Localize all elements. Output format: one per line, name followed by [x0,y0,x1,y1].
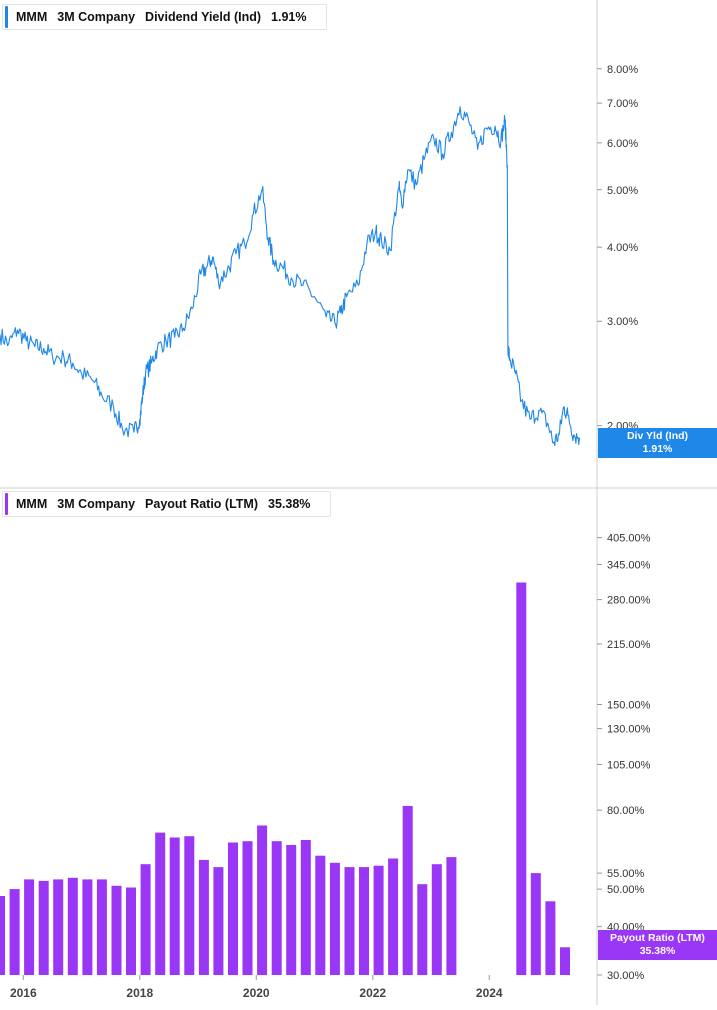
payout-ratio-bar [169,837,180,975]
y-tick-label: 215.00% [607,639,651,651]
x-tick-label: 2024 [476,986,503,1000]
y-tick-label: 345.00% [607,560,651,572]
payout-ratio-bar [300,840,311,975]
payout-ratio-bar [417,884,428,975]
legend-company: 3M Company [57,497,136,511]
payout-ratio-bar [359,867,369,975]
payout-ratio-bar [271,841,282,975]
legend-series-name: Dividend Yield (Ind) [145,10,262,24]
legend-ticker: MMM [16,10,48,24]
payout-ratio-bar [38,880,49,975]
payout-ratio-bar [82,879,93,975]
payout-ratio-bar [530,873,541,975]
x-tick-label: 2016 [10,986,37,1000]
payout-ratio-bar [373,865,384,975]
payout-ratio-bar [9,889,20,975]
payout-ratio-bar [516,582,527,975]
payout-ratio-bar [329,862,340,975]
payout-ratio-bar [126,887,136,975]
legend-last-value: 35.38% [268,497,311,511]
dividend-yield-swatch [5,6,8,28]
payout-ratio-bar [257,825,268,975]
y-tick-label: 405.00% [607,533,651,545]
payout-ratio-legend: MMM 3M Company Payout Ratio (LTM) 35.38% [2,491,332,517]
y-tick-label: 3.00% [607,316,638,328]
legend-company: 3M Company [57,10,136,24]
legend-series-name: Payout Ratio (LTM) [145,497,258,511]
y-tick-label: 4.00% [607,242,638,254]
y-tick-label: 280.00% [607,595,651,607]
badge-label: Div Yld (Ind) [626,430,689,442]
payout-ratio-bar [155,832,166,975]
badge-value: 35.38% [639,945,676,957]
dividend-yield-legend: MMM 3M Company Dividend Yield (Ind) 1.91… [2,4,328,30]
payout-ratio-bar [242,841,253,975]
y-tick-label: 130.00% [607,724,651,736]
x-tick-label: 2018 [126,986,153,1000]
payout-ratio-bar [402,806,413,975]
y-tick-label: 150.00% [607,700,651,712]
payout-ratio-bar [213,867,224,975]
payout-ratio-bar [228,842,238,975]
y-tick-label: 8.00% [607,64,638,76]
y-tick-label: 105.00% [607,759,651,771]
y-tick-label: 50.00% [607,884,645,896]
payout-ratio-bar [560,947,570,975]
payout-ratio-bar [53,879,64,975]
y-tick-label: 55.00% [607,868,645,880]
payout-ratio-bar [198,859,209,975]
payout-ratio-bar [545,901,556,975]
payout-ratio-bar [446,857,457,975]
x-tick-label: 2022 [359,986,386,1000]
payout-ratio-bar [67,877,78,975]
x-tick-label: 2020 [243,986,270,1000]
payout-ratio-value-badge: Payout Ratio (LTM) 35.38% [598,930,717,960]
payout-ratio-bar [24,879,35,975]
y-tick-label: 30.00% [607,970,645,982]
payout-ratio-bar [140,864,151,975]
legend-last-value: 1.91% [271,10,307,24]
legend-ticker: MMM [16,497,48,511]
payout-ratio-bar [184,836,195,975]
badge-label: Payout Ratio (LTM) [610,932,705,944]
payout-ratio-bar [315,855,326,975]
payout-ratio-bar [388,858,399,975]
payout-ratio-swatch [5,493,8,515]
y-tick-label: 6.00% [607,138,638,150]
y-tick-label: 5.00% [607,185,638,197]
payout-ratio-bar [286,845,297,975]
y-tick-label: 7.00% [607,98,638,110]
payout-ratio-bar [96,879,107,975]
y-tick-label: 80.00% [607,805,645,817]
badge-value: 1.91% [642,443,673,455]
dividend-yield-value-badge: Div Yld (Ind) 1.91% [598,428,717,458]
payout-ratio-bar [344,867,355,975]
payout-ratio-bar [111,885,122,975]
payout-ratio-bar [0,896,5,975]
dividend-yield-line [0,106,581,447]
payout-ratio-bar [431,864,442,975]
